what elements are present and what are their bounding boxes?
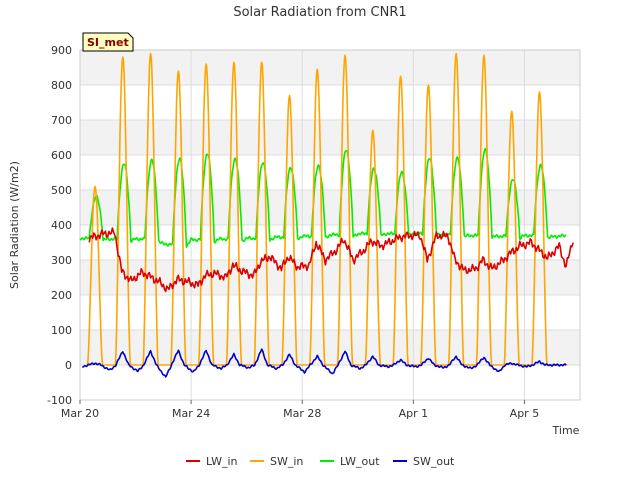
x-axis-ticks: Mar 20 Mar 24 Mar 28 Apr 1 Apr 5 [61,400,539,420]
legend-label-sw-out: SW_out [413,455,455,468]
x-tick-label: Mar 20 [61,407,99,420]
legend-label-lw-out: LW_out [340,455,380,468]
plot-band [80,50,580,85]
series-line-sw-out [81,348,567,378]
series-line-lw-in [88,227,574,293]
legend-label-lw-in: LW_in [206,455,238,468]
y-tick-label: 0 [65,359,72,372]
station-badge-box [82,32,134,52]
y-tick-label: 100 [51,324,72,337]
plot-bands [80,50,580,365]
x-tick-label: Mar 24 [172,407,210,420]
y-axis-label: Solar Radiation (W/m2) [8,161,21,289]
y-tick-label: 400 [51,219,72,232]
series-line-lw-out [79,148,567,249]
legend-label-sw-in: SW_in [270,455,303,468]
chart-title: Solar Radiation from CNR1 [233,5,406,20]
y-tick-label: 900 [51,44,72,57]
plot-band [80,330,580,365]
y-tick-label: 200 [51,289,72,302]
legend: LW_in SW_in LW_out SW_out [186,455,455,468]
x-tick-label: Mar 28 [283,407,321,420]
y-tick-label: 500 [51,184,72,197]
series-layer [79,52,574,378]
plot-band [80,120,580,155]
x-axis-label: Time [552,424,580,437]
station-badge-label: SI_met [87,36,129,49]
y-tick-label: 600 [51,149,72,162]
y-axis-ticks: -100 0 100 200 300 400 500 600 700 800 900 [47,44,72,407]
x-tick-label: Apr 1 [399,407,429,420]
station-badge: SI_met [82,32,134,52]
y-tick-label: 300 [51,254,72,267]
y-tick-label: 800 [51,79,72,92]
x-tick-label: Apr 5 [510,407,540,420]
plot-band [80,190,580,225]
y-tick-label: -100 [47,394,72,407]
y-tick-label: 700 [51,114,72,127]
plot-frame [79,49,581,401]
